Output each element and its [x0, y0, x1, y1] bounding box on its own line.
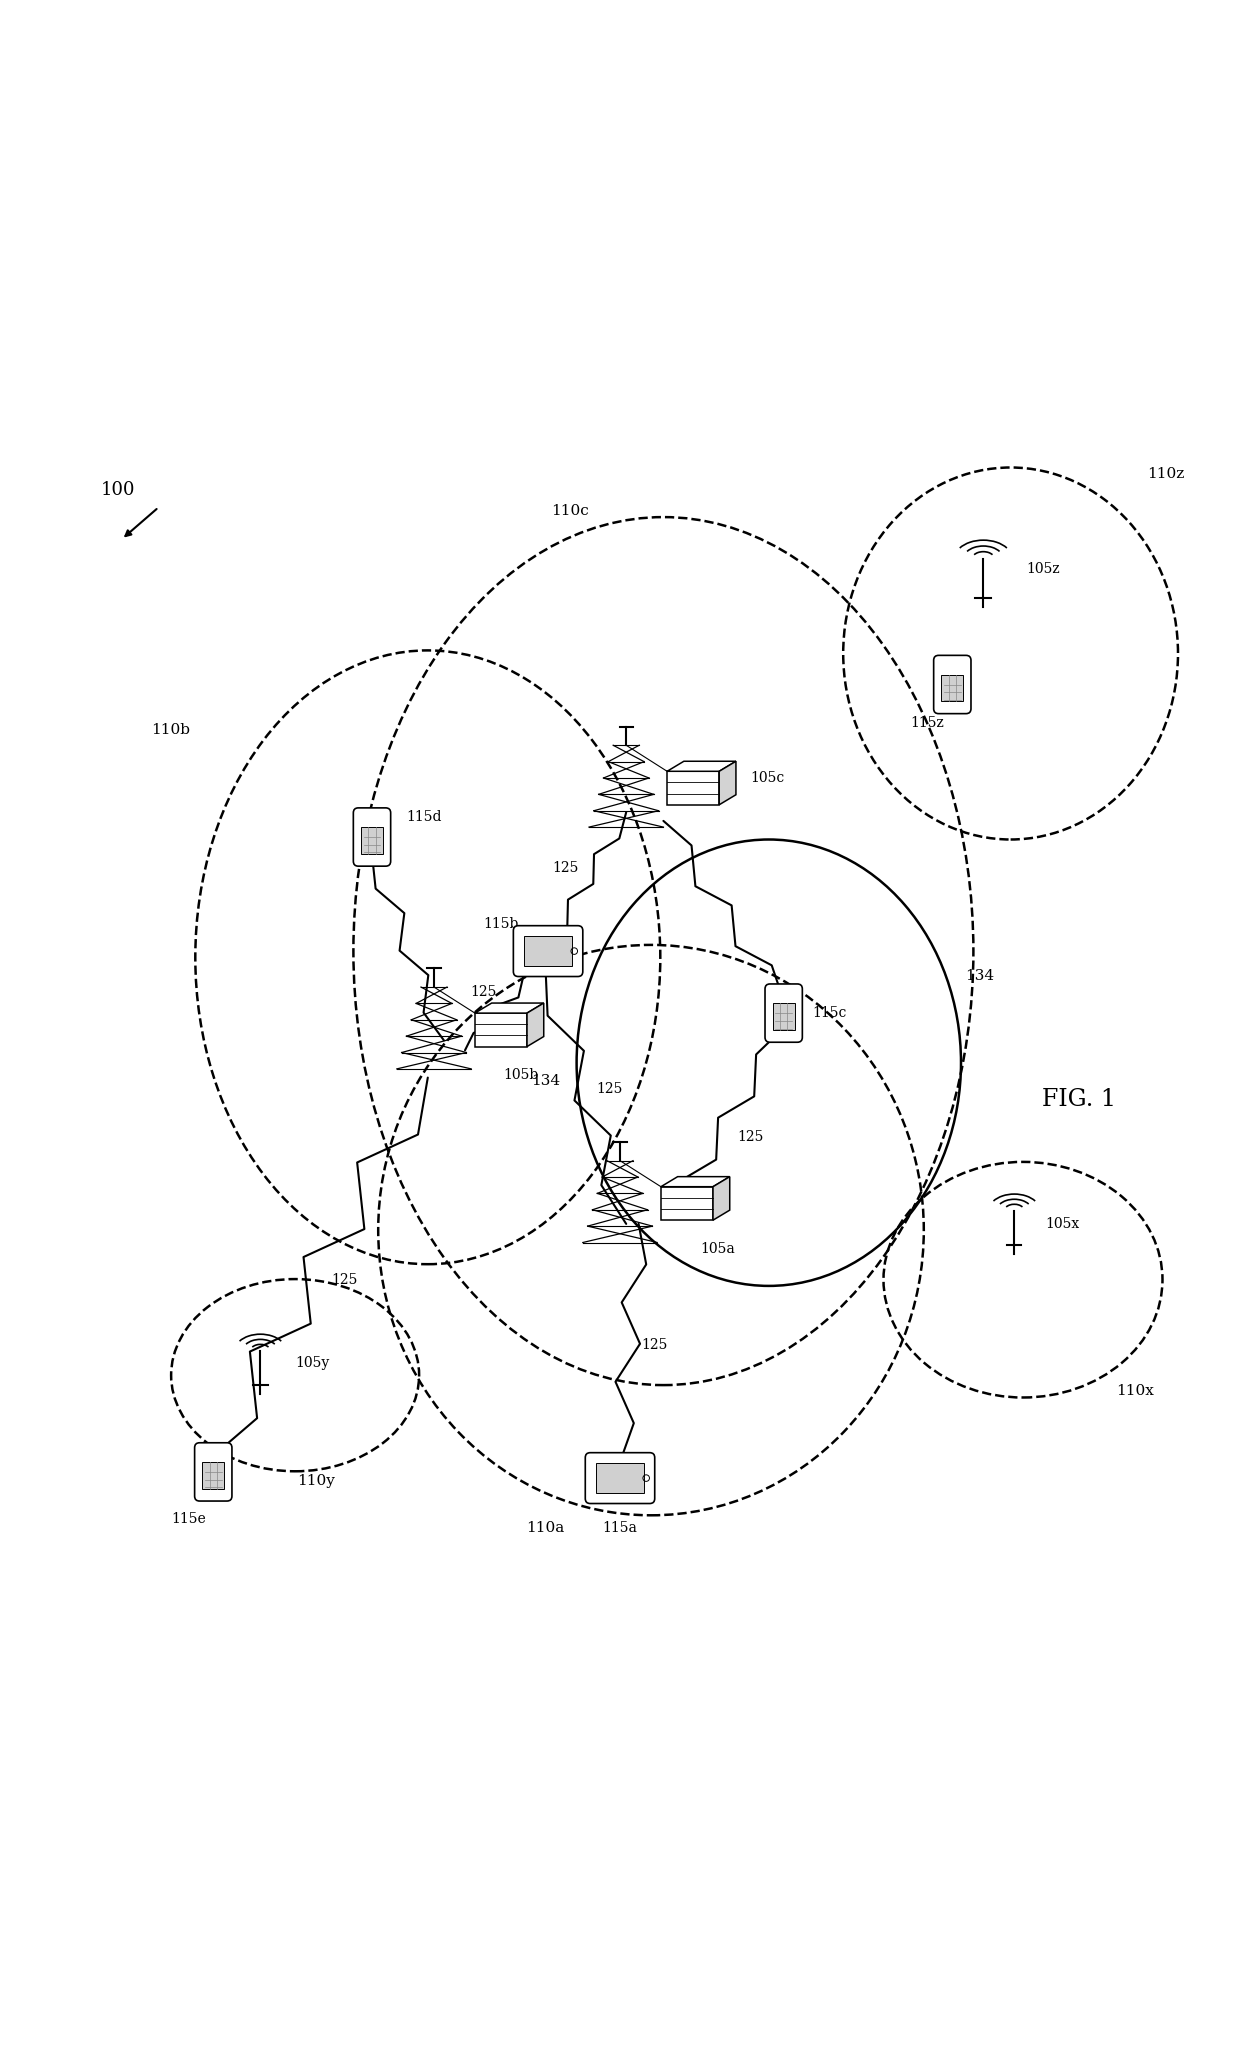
Text: FIG. 1: FIG. 1: [1042, 1089, 1116, 1112]
Bar: [475, 1013, 527, 1046]
Bar: [667, 771, 719, 804]
Text: 110y: 110y: [298, 1473, 335, 1487]
Text: 110b: 110b: [151, 724, 191, 738]
Text: 115b: 115b: [482, 917, 518, 931]
Text: 115d: 115d: [407, 810, 443, 825]
Bar: [202, 1462, 224, 1489]
Bar: [523, 935, 573, 966]
Text: 100: 100: [100, 480, 135, 498]
Polygon shape: [527, 1003, 543, 1046]
FancyBboxPatch shape: [934, 656, 971, 714]
Polygon shape: [475, 1003, 543, 1013]
FancyBboxPatch shape: [195, 1442, 232, 1501]
Polygon shape: [661, 1177, 729, 1188]
Polygon shape: [719, 761, 737, 804]
Bar: [595, 1462, 645, 1493]
Text: 110c: 110c: [552, 505, 589, 519]
Text: 110z: 110z: [1147, 468, 1184, 480]
Text: 110x: 110x: [1116, 1384, 1153, 1399]
Text: 115a: 115a: [603, 1522, 637, 1536]
Text: 110a: 110a: [527, 1520, 564, 1534]
Text: 125: 125: [596, 1083, 622, 1097]
Text: 105b: 105b: [503, 1069, 538, 1083]
Text: 105a: 105a: [701, 1241, 735, 1255]
Bar: [941, 675, 963, 701]
Text: 105y: 105y: [295, 1356, 330, 1370]
Text: 125: 125: [641, 1337, 667, 1352]
Text: 105x: 105x: [1045, 1216, 1080, 1231]
FancyBboxPatch shape: [353, 808, 391, 866]
Text: 125: 125: [553, 861, 579, 876]
Polygon shape: [713, 1177, 729, 1220]
Bar: [773, 1003, 795, 1030]
Text: 105c: 105c: [750, 771, 785, 783]
Text: 134: 134: [965, 968, 994, 982]
Polygon shape: [667, 761, 737, 771]
Text: 125: 125: [470, 984, 497, 999]
Text: 115c: 115c: [812, 1007, 847, 1019]
Bar: [661, 1188, 713, 1220]
Text: 125: 125: [737, 1130, 763, 1144]
FancyBboxPatch shape: [765, 984, 802, 1042]
FancyBboxPatch shape: [513, 925, 583, 976]
Bar: [361, 827, 383, 853]
Text: 125: 125: [331, 1274, 357, 1288]
Text: 115z: 115z: [910, 716, 945, 730]
Text: 115e: 115e: [171, 1512, 206, 1526]
Text: 134: 134: [531, 1075, 560, 1089]
FancyBboxPatch shape: [585, 1452, 655, 1503]
Text: 105z: 105z: [1027, 562, 1060, 576]
